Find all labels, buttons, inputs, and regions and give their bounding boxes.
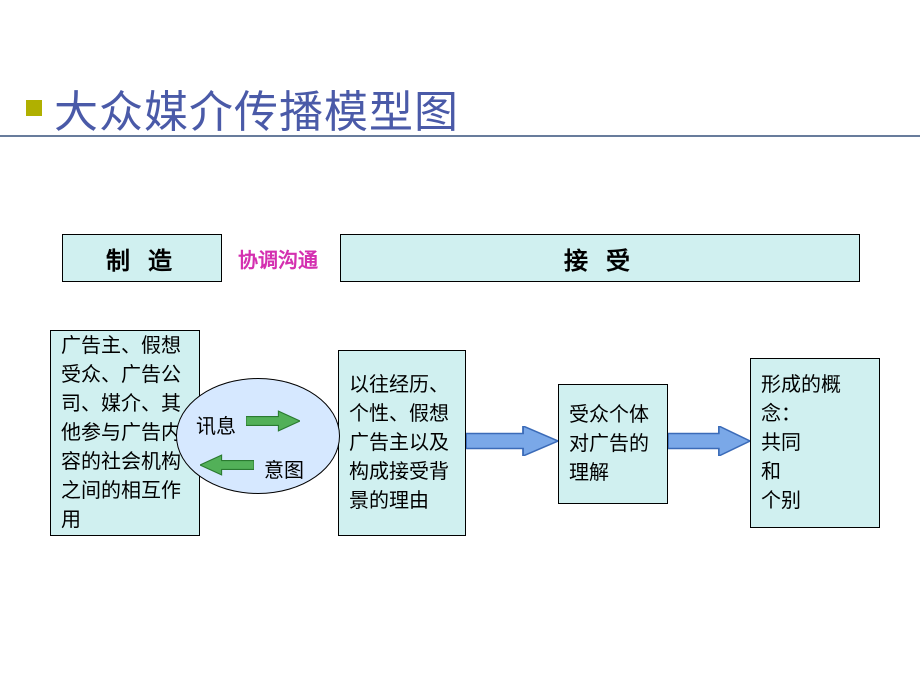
ellipse-label-intent: 意图 xyxy=(264,454,304,483)
box-context-text: 以往经历、个性、假想广告主以及构成接受背景的理由 xyxy=(349,371,455,516)
arrow-flow-1-icon xyxy=(466,426,558,456)
box-concepts-text: 形成的概念： 共同 和 个别 xyxy=(761,371,869,516)
header-box-left: 制 造 xyxy=(62,234,222,282)
ellipse-label-message: 讯息 xyxy=(196,410,236,439)
coord-label-text: 协调沟通 xyxy=(238,250,318,272)
header-left-label: 制 造 xyxy=(106,241,178,276)
header-right-label: 接 受 xyxy=(564,241,636,276)
slide-title: 大众媒介传播模型图 xyxy=(54,76,459,140)
ellipse-label-intent-text: 意图 xyxy=(264,460,304,482)
accent-square xyxy=(26,100,42,116)
header-box-right: 接 受 xyxy=(340,234,860,282)
box-understanding: 受众个体对广告的理解 xyxy=(558,384,668,504)
box-producers-text: 广告主、假想受众、广告公司、媒介、其他参与广告内容的社会机构之间的相互作用 xyxy=(61,332,189,535)
arrow-intent-left-icon xyxy=(200,454,254,476)
title-bar: 大众媒介传播模型图 xyxy=(0,76,920,140)
title-underline xyxy=(0,135,920,137)
arrow-flow-2-icon xyxy=(668,426,750,456)
box-concepts: 形成的概念： 共同 和 个别 xyxy=(750,358,880,528)
box-understanding-text: 受众个体对广告的理解 xyxy=(569,401,657,488)
ellipse-label-message-text: 讯息 xyxy=(196,416,236,438)
arrow-message-right-icon xyxy=(246,410,300,432)
box-context: 以往经历、个性、假想广告主以及构成接受背景的理由 xyxy=(338,350,466,536)
coord-label: 协调沟通 xyxy=(238,244,318,273)
